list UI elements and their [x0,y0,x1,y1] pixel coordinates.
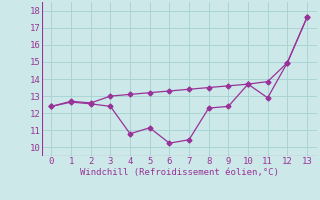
X-axis label: Windchill (Refroidissement éolien,°C): Windchill (Refroidissement éolien,°C) [80,168,279,177]
